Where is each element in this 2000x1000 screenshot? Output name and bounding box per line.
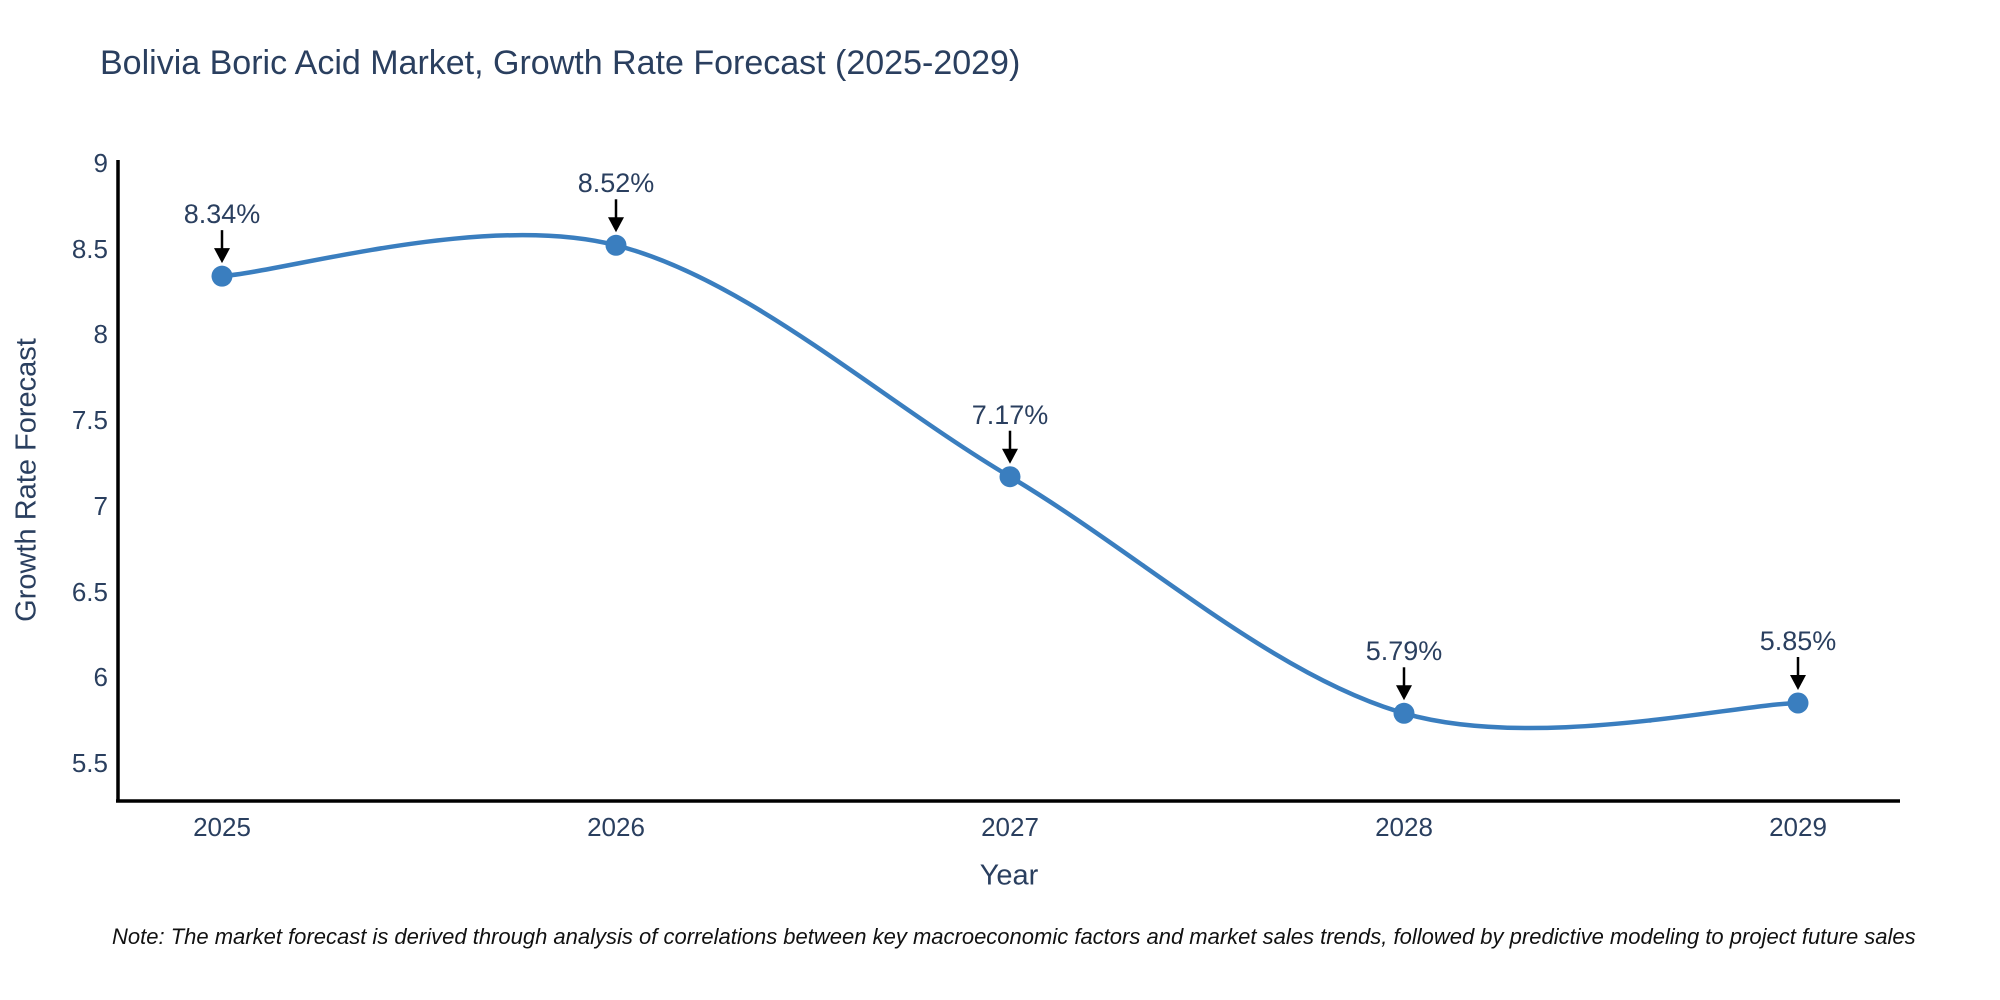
data-point-marker[interactable] bbox=[211, 265, 233, 287]
data-point-marker[interactable] bbox=[1393, 702, 1415, 724]
y-tick-label: 8 bbox=[93, 319, 108, 350]
y-axis-title: Growth Rate Forecast bbox=[10, 338, 43, 622]
y-tick-label: 5.5 bbox=[71, 748, 108, 778]
annotation-arrowhead-icon bbox=[608, 217, 624, 233]
point-value-label: 5.85% bbox=[1759, 626, 1837, 656]
data-point-marker[interactable] bbox=[999, 466, 1021, 488]
y-tick-label: 7 bbox=[93, 490, 108, 521]
x-tick-label: 2027 bbox=[981, 812, 1039, 842]
x-tick-label: 2026 bbox=[587, 812, 645, 842]
annotation-arrowhead-icon bbox=[1002, 448, 1018, 464]
y-tick-label: 7.5 bbox=[71, 405, 108, 436]
point-value-label: 7.17% bbox=[971, 399, 1049, 430]
point-value-label: 5.79% bbox=[1365, 636, 1443, 667]
chart-title: Bolivia Boric Acid Market, Growth Rate F… bbox=[100, 44, 1021, 82]
y-tick-label: 8.5 bbox=[71, 233, 108, 264]
point-value-label: 8.52% bbox=[577, 168, 655, 199]
x-tick-label: 2028 bbox=[1375, 812, 1433, 842]
annotation-arrowhead-icon bbox=[1396, 685, 1412, 701]
footer-note: Note: The market forecast is derived thr… bbox=[112, 924, 1916, 949]
annotation-arrowhead-icon bbox=[1790, 675, 1806, 690]
x-axis-title: Year bbox=[979, 859, 1039, 892]
x-tick-label: 2029 bbox=[1769, 812, 1827, 842]
y-tick-label: 6.5 bbox=[71, 576, 108, 607]
y-tick-label: 6 bbox=[93, 662, 108, 693]
x-tick-label: 2025 bbox=[193, 812, 251, 842]
annotation-arrowhead-icon bbox=[214, 248, 230, 264]
y-tick-label: 9 bbox=[93, 148, 108, 178]
data-point-marker[interactable] bbox=[1787, 692, 1809, 714]
data-point-marker[interactable] bbox=[605, 234, 627, 256]
point-value-label: 8.34% bbox=[183, 199, 261, 230]
